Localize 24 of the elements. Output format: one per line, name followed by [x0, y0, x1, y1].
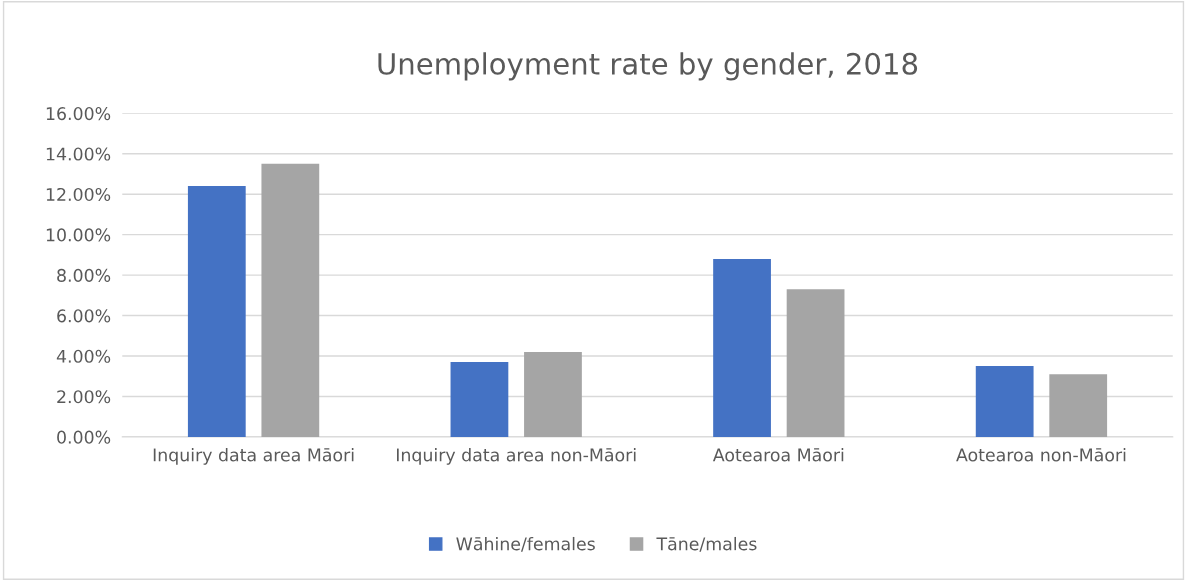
- y-tick-label: 0.00%: [57, 430, 111, 444]
- y-tick-label: 14.00%: [46, 147, 111, 161]
- x-tick-label: Aotearoa Māori: [712, 448, 844, 462]
- y-tick-label: 10.00%: [46, 228, 111, 242]
- y-tick-label: 8.00%: [57, 268, 111, 282]
- x-tick-label: Inquiry data area Māori: [153, 448, 354, 465]
- y-tick-label: 4.00%: [56, 349, 111, 363]
- bar: [975, 366, 1034, 437]
- y-tick-label: 12.00%: [46, 187, 111, 202]
- legend-label: Tāne/males: [656, 536, 757, 552]
- y-tick-label: 16.00%: [46, 107, 111, 121]
- bar: [524, 351, 582, 437]
- x-tick-label: Inquiry data area non-Māori: [396, 448, 636, 465]
- legend-label: Wāhine/females: [456, 536, 595, 552]
- x-tick-label: Aotearoa non-Māori: [956, 448, 1126, 462]
- y-tick-label: 6.00%: [57, 309, 111, 323]
- bar: [261, 163, 320, 437]
- bar: [786, 289, 845, 437]
- chart-title: Unemployment rate by gender, 2018: [378, 52, 918, 81]
- bar: [187, 186, 246, 437]
- bar: [450, 362, 509, 437]
- bar: [713, 258, 771, 437]
- bar: [1049, 374, 1108, 437]
- y-tick-label: 2.00%: [57, 390, 111, 404]
